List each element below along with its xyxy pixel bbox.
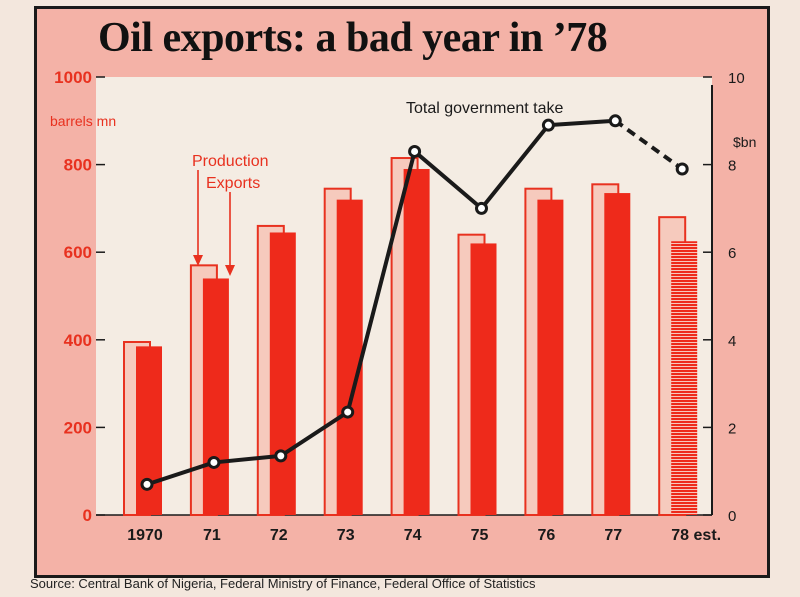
category-label: 75 (471, 527, 489, 544)
exports-bar (537, 199, 564, 515)
annotation-government-take: Total government take (406, 100, 564, 117)
category-label: 73 (337, 527, 355, 544)
right-tick-label: 8 (728, 158, 736, 175)
category-label: 72 (270, 527, 288, 544)
government-take-point (608, 114, 622, 128)
left-axis-unit: barrels mn (50, 113, 116, 129)
category-label: 76 (538, 527, 556, 544)
government-take-estimate (614, 119, 684, 171)
exports-bar (336, 199, 363, 515)
category-label: 77 (604, 527, 622, 544)
government-take-point (541, 118, 555, 132)
arrowhead-exports (225, 265, 235, 276)
government-take-point (274, 449, 288, 463)
right-tick-label: 2 (728, 420, 736, 437)
annotation-exports: Exports (206, 175, 260, 192)
category-label: 74 (404, 527, 422, 544)
government-take-point (675, 162, 689, 176)
category-label: 71 (203, 527, 221, 544)
left-tick-label: 1000 (54, 68, 92, 87)
category-label: 1970 (127, 527, 163, 544)
government-take-point (207, 455, 221, 469)
chart-title: Oil exports: a bad year in ’78 (98, 15, 608, 61)
government-take-point (408, 144, 422, 158)
exports-bar (671, 241, 698, 515)
category-label: 78 est. (671, 527, 721, 544)
exports-bar (269, 232, 296, 516)
government-take-point (341, 405, 355, 419)
right-tick-label: 4 (728, 333, 736, 350)
exports-bar (202, 278, 229, 515)
right-tick-label: 10 (728, 70, 745, 87)
right-tick-label: 0 (728, 508, 736, 525)
government-take-point (140, 477, 154, 491)
left-tick-label: 0 (83, 506, 92, 525)
left-tick-label: 200 (64, 418, 92, 437)
exports-bar (403, 168, 430, 516)
source-note: Source: Central Bank of Nigeria, Federal… (30, 576, 536, 591)
arrowhead-production (193, 255, 203, 266)
annotation-production: Production (192, 153, 269, 170)
left-tick-label: 400 (64, 331, 92, 350)
left-tick-label: 800 (64, 156, 92, 175)
government-take-line (146, 118, 616, 487)
left-tick-label: 600 (64, 243, 92, 262)
government-take-point (475, 201, 488, 215)
right-tick-label: 6 (728, 245, 736, 262)
exports-bar (470, 243, 497, 515)
right-axis-unit: $bn (733, 134, 756, 150)
exports-bar (604, 193, 631, 515)
